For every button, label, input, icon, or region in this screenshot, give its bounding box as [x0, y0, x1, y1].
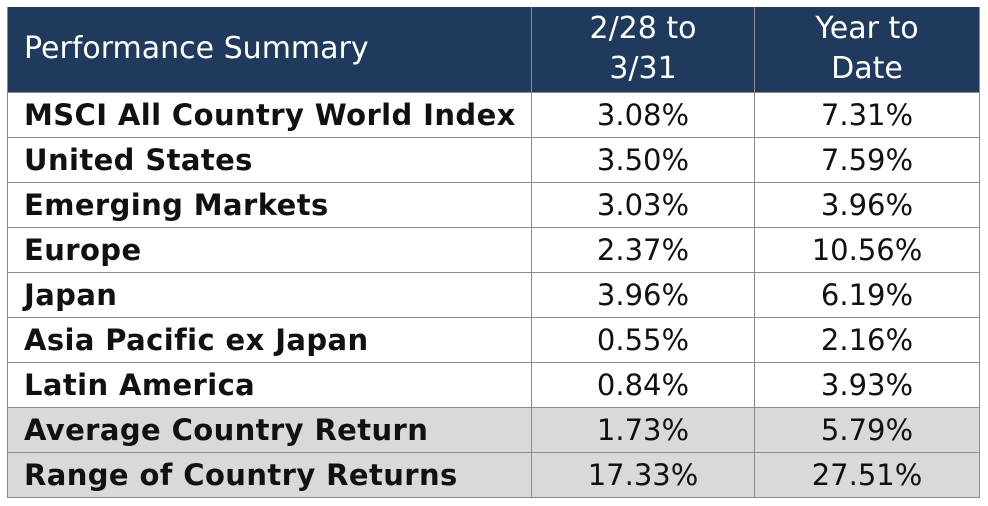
table-row: Latin America 0.84% 3.93% [7, 361, 980, 408]
row-month-value: 3.96% [531, 271, 755, 318]
table-body: MSCI All Country World Index 3.08% 7.31%… [7, 91, 980, 498]
row-ytd-value: 7.59% [754, 136, 980, 183]
header-ytd-column: Year to Date [754, 7, 980, 92]
header-row: Performance Summary 2/28 to 3/31 Year to… [7, 7, 980, 92]
row-ytd-value: 27.51% [754, 451, 980, 498]
row-label: United States [7, 136, 532, 183]
header-ytd-line1: Year to [815, 11, 919, 47]
row-label: Average Country Return [7, 406, 532, 453]
header-title: Performance Summary [7, 7, 532, 92]
header-month-column: 2/28 to 3/31 [531, 7, 755, 92]
row-month-value: 17.33% [531, 451, 755, 498]
summary-row-average: Average Country Return 1.73% 5.79% [7, 406, 980, 453]
row-month-value: 1.73% [531, 406, 755, 453]
table-header: Performance Summary 2/28 to 3/31 Year to… [7, 7, 980, 92]
row-month-value: 2.37% [531, 226, 755, 273]
table-row: Europe 2.37% 10.56% [7, 226, 980, 273]
row-label: Emerging Markets [7, 181, 532, 228]
row-month-value: 3.03% [531, 181, 755, 228]
row-label: Asia Pacific ex Japan [7, 316, 532, 363]
row-label: Europe [7, 226, 532, 273]
row-month-value: 3.08% [531, 91, 755, 138]
row-ytd-value: 7.31% [754, 91, 980, 138]
table-row: United States 3.50% 7.59% [7, 136, 980, 183]
row-ytd-value: 3.96% [754, 181, 980, 228]
row-ytd-value: 10.56% [754, 226, 980, 273]
row-label: MSCI All Country World Index [7, 91, 532, 138]
row-label: Japan [7, 271, 532, 318]
header-month-line2: 3/31 [609, 51, 677, 87]
row-month-value: 0.55% [531, 316, 755, 363]
row-ytd-value: 2.16% [754, 316, 980, 363]
table-row: Emerging Markets 3.03% 3.96% [7, 181, 980, 228]
table-row: Japan 3.96% 6.19% [7, 271, 980, 318]
row-ytd-value: 3.93% [754, 361, 980, 408]
performance-summary-table: Performance Summary 2/28 to 3/31 Year to… [7, 7, 980, 498]
header-ytd-line2: Date [831, 51, 903, 87]
header-month-line1: 2/28 to [589, 11, 697, 47]
row-ytd-value: 5.79% [754, 406, 980, 453]
table-row: MSCI All Country World Index 3.08% 7.31% [7, 91, 980, 138]
row-month-value: 3.50% [531, 136, 755, 183]
row-label: Range of Country Returns [7, 451, 532, 498]
row-ytd-value: 6.19% [754, 271, 980, 318]
table-row: Asia Pacific ex Japan 0.55% 2.16% [7, 316, 980, 363]
summary-row-range: Range of Country Returns 17.33% 27.51% [7, 451, 980, 498]
row-month-value: 0.84% [531, 361, 755, 408]
row-label: Latin America [7, 361, 532, 408]
